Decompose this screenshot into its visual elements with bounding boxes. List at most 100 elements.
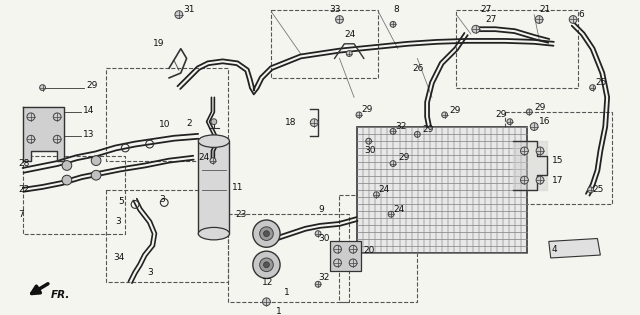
- Text: 24: 24: [393, 205, 404, 214]
- Text: 24: 24: [198, 153, 209, 162]
- Text: 17: 17: [552, 175, 563, 185]
- Circle shape: [390, 21, 396, 27]
- Text: 27: 27: [481, 5, 492, 14]
- Circle shape: [53, 113, 61, 121]
- Circle shape: [390, 161, 396, 166]
- Circle shape: [315, 231, 321, 237]
- Text: 16: 16: [539, 117, 550, 126]
- Circle shape: [53, 135, 61, 143]
- Circle shape: [260, 258, 273, 272]
- Circle shape: [520, 176, 529, 184]
- Circle shape: [365, 138, 372, 144]
- Circle shape: [27, 135, 35, 143]
- Circle shape: [253, 251, 280, 278]
- Circle shape: [210, 158, 216, 163]
- Ellipse shape: [198, 135, 230, 147]
- Ellipse shape: [198, 227, 230, 240]
- Text: 29: 29: [361, 105, 372, 113]
- Text: 24: 24: [344, 30, 356, 38]
- Text: 7: 7: [18, 210, 24, 219]
- Text: 31: 31: [184, 5, 195, 14]
- Text: 5: 5: [118, 197, 124, 206]
- Text: 25: 25: [593, 185, 604, 194]
- Circle shape: [346, 51, 352, 56]
- Text: 4: 4: [552, 245, 557, 254]
- Circle shape: [588, 187, 593, 193]
- Text: 3: 3: [159, 195, 165, 204]
- Circle shape: [310, 119, 318, 127]
- Text: 18: 18: [285, 118, 296, 127]
- Text: 6: 6: [578, 10, 584, 19]
- Bar: [330, 241, 361, 271]
- Circle shape: [390, 129, 396, 134]
- Text: 11: 11: [232, 183, 244, 192]
- Bar: [198, 141, 230, 234]
- Text: FR.: FR.: [51, 290, 70, 300]
- Bar: [271, 10, 378, 78]
- Text: 30: 30: [364, 146, 375, 155]
- Text: 29: 29: [495, 110, 507, 119]
- Text: 21: 21: [539, 5, 550, 14]
- Circle shape: [520, 147, 529, 155]
- Text: 22: 22: [18, 185, 29, 194]
- Text: 15: 15: [552, 156, 563, 165]
- Circle shape: [569, 15, 577, 23]
- Text: 9: 9: [318, 205, 324, 214]
- Text: 14: 14: [83, 106, 95, 115]
- Circle shape: [472, 25, 479, 33]
- Circle shape: [62, 175, 72, 185]
- Circle shape: [260, 227, 273, 240]
- Text: 19: 19: [153, 39, 164, 48]
- Text: 25: 25: [595, 78, 607, 87]
- Circle shape: [535, 15, 543, 23]
- Text: 12: 12: [262, 278, 273, 287]
- Text: 20: 20: [364, 246, 375, 255]
- Text: 1: 1: [284, 288, 290, 296]
- Circle shape: [507, 119, 513, 125]
- Circle shape: [264, 262, 269, 268]
- Circle shape: [531, 123, 538, 130]
- Text: 23: 23: [236, 210, 247, 219]
- Circle shape: [536, 147, 544, 155]
- Circle shape: [536, 176, 544, 184]
- Circle shape: [415, 131, 420, 137]
- Circle shape: [333, 259, 341, 267]
- Text: 26: 26: [413, 64, 424, 73]
- Text: 32: 32: [318, 273, 330, 282]
- Text: 24: 24: [378, 185, 390, 194]
- Circle shape: [175, 11, 183, 19]
- Bar: [227, 214, 349, 302]
- Circle shape: [27, 113, 35, 121]
- Bar: [106, 68, 227, 161]
- Bar: [23, 156, 125, 234]
- Text: 30: 30: [318, 234, 330, 243]
- Bar: [339, 195, 417, 302]
- Text: 29: 29: [86, 81, 98, 90]
- Circle shape: [62, 161, 72, 170]
- Bar: [106, 190, 227, 282]
- Circle shape: [264, 231, 269, 237]
- Text: 27: 27: [486, 15, 497, 24]
- Circle shape: [388, 211, 394, 217]
- Text: 13: 13: [83, 130, 95, 139]
- Bar: [456, 10, 578, 88]
- Circle shape: [92, 156, 101, 165]
- Text: 32: 32: [395, 122, 406, 131]
- Polygon shape: [548, 238, 600, 258]
- Text: 1: 1: [276, 307, 282, 315]
- Circle shape: [349, 245, 357, 253]
- Text: 3: 3: [116, 217, 122, 226]
- Circle shape: [262, 298, 270, 306]
- Text: 33: 33: [330, 5, 341, 14]
- Text: 34: 34: [114, 254, 125, 262]
- Text: 8: 8: [393, 5, 399, 14]
- Text: 10: 10: [159, 120, 171, 129]
- Text: 29: 29: [534, 103, 545, 112]
- Circle shape: [253, 220, 280, 247]
- Text: 29: 29: [449, 106, 461, 115]
- Circle shape: [589, 85, 595, 90]
- Circle shape: [356, 112, 362, 118]
- Circle shape: [211, 119, 217, 125]
- Text: 28: 28: [18, 159, 29, 168]
- Text: 3: 3: [148, 268, 154, 277]
